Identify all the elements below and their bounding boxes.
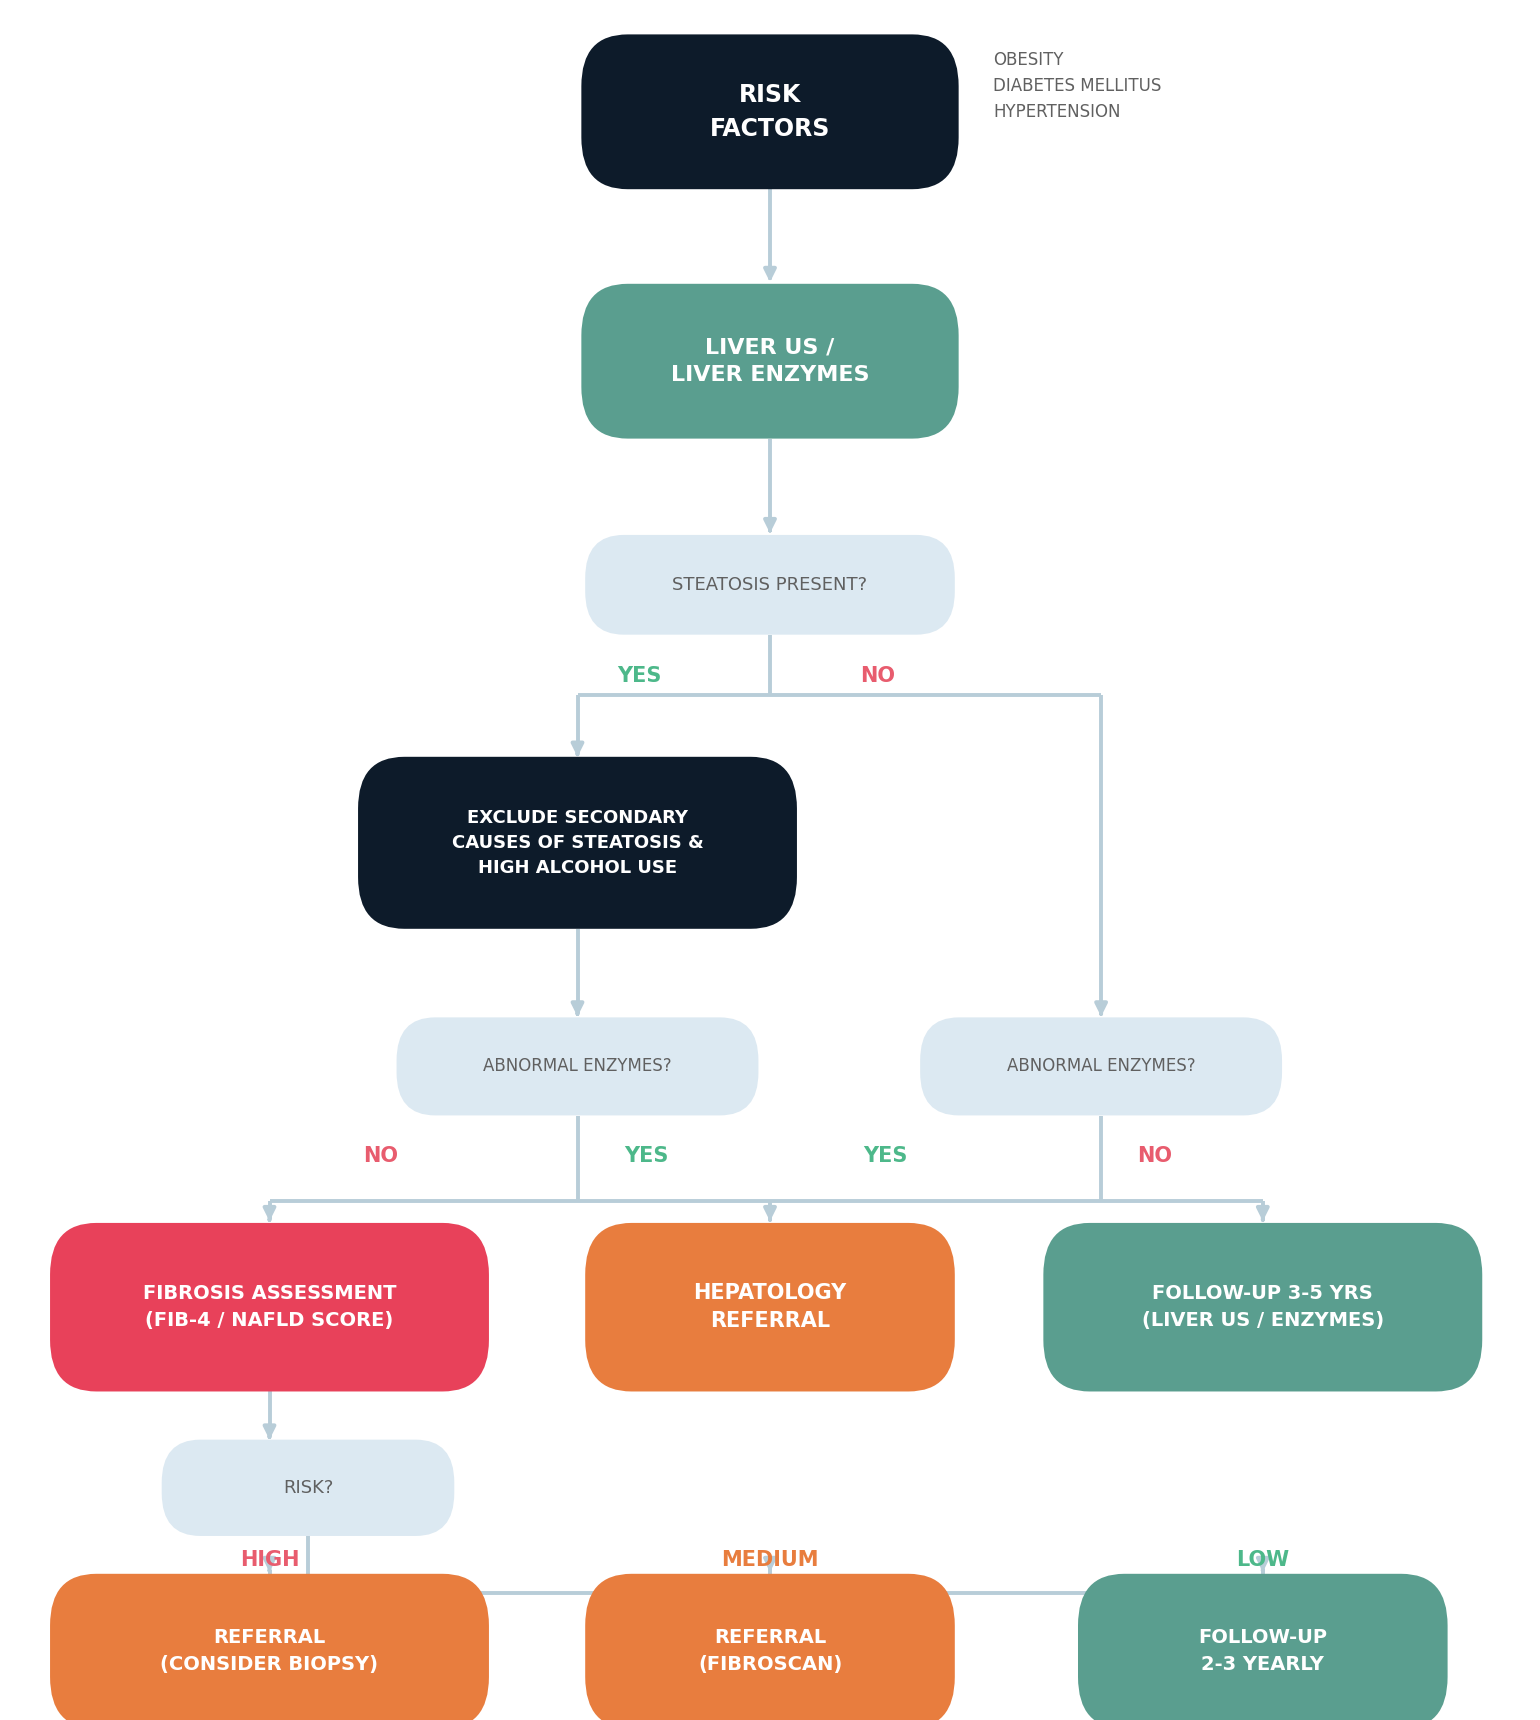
Text: YES: YES	[618, 666, 661, 686]
FancyBboxPatch shape	[1078, 1574, 1448, 1720]
Text: OBESITY
DIABETES MELLITUS
HYPERTENSION: OBESITY DIABETES MELLITUS HYPERTENSION	[993, 50, 1161, 122]
FancyBboxPatch shape	[162, 1440, 454, 1536]
Text: YES: YES	[625, 1146, 668, 1166]
Text: FIBROSIS ASSESSMENT
(FIB-4 / NAFLD SCORE): FIBROSIS ASSESSMENT (FIB-4 / NAFLD SCORE…	[143, 1285, 396, 1330]
FancyBboxPatch shape	[919, 1018, 1281, 1116]
Text: NO: NO	[1138, 1146, 1172, 1166]
FancyBboxPatch shape	[585, 535, 955, 635]
Text: ABNORMAL ENZYMES?: ABNORMAL ENZYMES?	[484, 1058, 671, 1075]
Text: EXCLUDE SECONDARY
CAUSES OF STEATOSIS &
HIGH ALCOHOL USE: EXCLUDE SECONDARY CAUSES OF STEATOSIS & …	[451, 808, 704, 877]
FancyBboxPatch shape	[585, 1574, 955, 1720]
Text: FOLLOW-UP 3-5 YRS
(LIVER US / ENZYMES): FOLLOW-UP 3-5 YRS (LIVER US / ENZYMES)	[1141, 1285, 1384, 1330]
Text: NO: NO	[861, 666, 895, 686]
Text: LIVER US /
LIVER ENZYMES: LIVER US / LIVER ENZYMES	[671, 337, 869, 385]
FancyBboxPatch shape	[585, 1223, 955, 1391]
FancyBboxPatch shape	[49, 1223, 490, 1391]
Text: RISK
FACTORS: RISK FACTORS	[710, 83, 830, 141]
Text: STEATOSIS PRESENT?: STEATOSIS PRESENT?	[673, 576, 867, 593]
FancyBboxPatch shape	[49, 1574, 490, 1720]
FancyBboxPatch shape	[582, 34, 958, 189]
Text: FOLLOW-UP
2-3 YEARLY: FOLLOW-UP 2-3 YEARLY	[1198, 1629, 1327, 1674]
Text: HIGH: HIGH	[240, 1550, 299, 1570]
FancyBboxPatch shape	[1044, 1223, 1481, 1391]
Text: ABNORMAL ENZYMES?: ABNORMAL ENZYMES?	[1007, 1058, 1195, 1075]
Text: RISK?: RISK?	[283, 1479, 333, 1496]
Text: REFERRAL
(CONSIDER BIOPSY): REFERRAL (CONSIDER BIOPSY)	[160, 1629, 379, 1674]
Text: NO: NO	[363, 1146, 397, 1166]
Text: REFERRAL
(FIBROSCAN): REFERRAL (FIBROSCAN)	[698, 1629, 842, 1674]
FancyBboxPatch shape	[397, 1018, 759, 1116]
Text: HEPATOLOGY
REFERRAL: HEPATOLOGY REFERRAL	[693, 1283, 847, 1331]
Text: YES: YES	[864, 1146, 907, 1166]
Text: MEDIUM: MEDIUM	[721, 1550, 819, 1570]
FancyBboxPatch shape	[582, 284, 958, 439]
Text: LOW: LOW	[1237, 1550, 1289, 1570]
FancyBboxPatch shape	[357, 757, 798, 929]
